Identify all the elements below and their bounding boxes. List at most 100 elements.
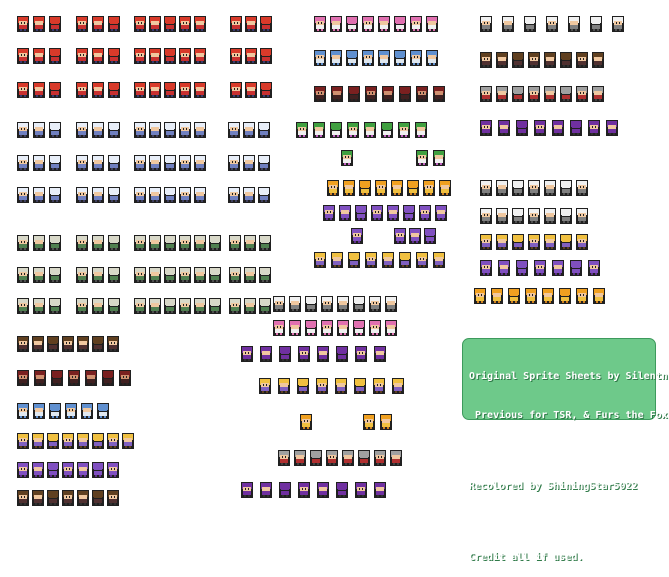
green-hair-flower-sprite [433, 150, 445, 166]
grey-hair-elder-sprite [294, 450, 306, 466]
maroon-wild-sprite [416, 86, 428, 102]
blonde-big-hair-sprite [528, 234, 540, 250]
white-cap-trainer-sprite [164, 187, 176, 203]
blue-hair-girl-sprite [346, 50, 358, 66]
purple-hair-sprite [47, 462, 59, 478]
pink-hair-girl-sprite [353, 320, 365, 336]
red-cap-trainer-sprite [149, 48, 161, 64]
brown-hair-kids-sprite [544, 52, 556, 68]
brown-hair-kids-sprite [47, 490, 59, 506]
blonde-big-hair-sprite [544, 234, 556, 250]
grey-hair-elder-sprite [544, 86, 556, 102]
white-bun-old-sprite [321, 296, 333, 312]
white-cap-trainer-sprite [17, 155, 29, 171]
purple-cap-sprite [516, 120, 528, 136]
white-cap-trainer-sprite [92, 122, 104, 138]
white-bun-old-sprite [576, 208, 588, 224]
purple-cap-sprite [552, 120, 564, 136]
orange-hair-sprite [593, 288, 605, 304]
purple-hair-sprite [17, 462, 29, 478]
orange-hair-sprite [474, 288, 486, 304]
pink-hair-girl-sprite [337, 320, 349, 336]
red-cap-trainer-sprite [92, 82, 104, 98]
blonde-big-hair-sprite [365, 252, 377, 268]
red-cap-trainer-sprite [49, 48, 61, 64]
green-hat-trainer-sprite [209, 267, 221, 283]
grey-hair-elder-sprite [528, 86, 540, 102]
purple-cap-sprite [260, 482, 272, 498]
blonde-big-hair-sprite [259, 378, 271, 394]
green-hat-trainer-sprite [33, 235, 45, 251]
purple-hair-sprite [516, 260, 528, 276]
red-cap-trainer-sprite [33, 48, 45, 64]
blonde-big-hair-sprite [399, 252, 411, 268]
white-cap-trainer-sprite [179, 187, 191, 203]
purple-cap-sprite [498, 120, 510, 136]
purple-cap-sprite [298, 482, 310, 498]
red-cap-trainer-sprite [134, 16, 146, 32]
green-hat-trainer-sprite [164, 235, 176, 251]
green-hair-flower-sprite [398, 122, 410, 138]
blue-hair-girl-sprite [378, 50, 390, 66]
white-cap-trainer-sprite [243, 155, 255, 171]
maroon-wild-sprite [314, 86, 326, 102]
green-hat-trainer-sprite [259, 235, 271, 251]
green-hair-flower-sprite [296, 122, 308, 138]
purple-hair-sprite [339, 205, 351, 221]
red-cap-trainer-sprite [33, 82, 45, 98]
pink-hair-girl-sprite [410, 16, 422, 32]
grey-hair-elder-sprite [326, 450, 338, 466]
red-cap-trainer-sprite [17, 82, 29, 98]
brown-hair-kids-sprite [107, 336, 119, 352]
green-hair-flower-sprite [415, 122, 427, 138]
green-hat-trainer-sprite [33, 298, 45, 314]
credits-line-usage: Credit all if used. [469, 552, 584, 563]
white-bun-old-sprite [353, 296, 365, 312]
purple-hair-sprite [403, 205, 415, 221]
red-cap-trainer-sprite [164, 16, 176, 32]
white-cap-trainer-sprite [134, 187, 146, 203]
blue-hair-girl-sprite [330, 50, 342, 66]
white-cap-trainer-sprite [49, 122, 61, 138]
white-cap-trainer-sprite [179, 122, 191, 138]
white-cap-trainer-sprite [258, 155, 270, 171]
purple-cap-sprite [336, 482, 348, 498]
green-hat-trainer-sprite [76, 267, 88, 283]
orange-hair-sprite [508, 288, 520, 304]
orange-hair-sprite [300, 414, 312, 430]
green-hat-trainer-sprite [209, 298, 221, 314]
pink-hair-girl-sprite [330, 16, 342, 32]
pink-hair-girl-sprite [273, 320, 285, 336]
blonde-big-hair-sprite [348, 252, 360, 268]
purple-cap-sprite [317, 346, 329, 362]
green-hat-trainer-sprite [179, 298, 191, 314]
maroon-wild-sprite [51, 370, 63, 386]
grey-hair-elder-sprite [278, 450, 290, 466]
purple-cap-sprite [606, 120, 618, 136]
brown-hair-kids-sprite [480, 52, 492, 68]
white-cap-trainer-sprite [134, 155, 146, 171]
green-hat-trainer-sprite [244, 235, 256, 251]
pink-hair-girl-sprite [362, 16, 374, 32]
green-hat-trainer-sprite [149, 267, 161, 283]
brown-hair-kids-sprite [62, 336, 74, 352]
green-hat-trainer-sprite [17, 235, 29, 251]
credits-line-recolored: Recolored by ShiningStar5022 [469, 481, 638, 492]
purple-hair-sprite [351, 228, 363, 244]
blue-hair-girl-sprite [394, 50, 406, 66]
purple-hair-sprite [107, 462, 119, 478]
white-bun-old-sprite [568, 16, 580, 32]
blonde-big-hair-sprite [480, 234, 492, 250]
white-bun-old-sprite [612, 16, 624, 32]
green-hair-flower-sprite [313, 122, 325, 138]
green-hat-trainer-sprite [259, 298, 271, 314]
grey-hair-elder-sprite [374, 450, 386, 466]
blonde-big-hair-sprite [316, 378, 328, 394]
red-cap-trainer-sprite [179, 48, 191, 64]
purple-cap-sprite [374, 346, 386, 362]
orange-hair-sprite [542, 288, 554, 304]
grey-hair-elder-sprite [310, 450, 322, 466]
green-hat-trainer-sprite [229, 267, 241, 283]
orange-hair-sprite [576, 288, 588, 304]
purple-hair-sprite [534, 260, 546, 276]
